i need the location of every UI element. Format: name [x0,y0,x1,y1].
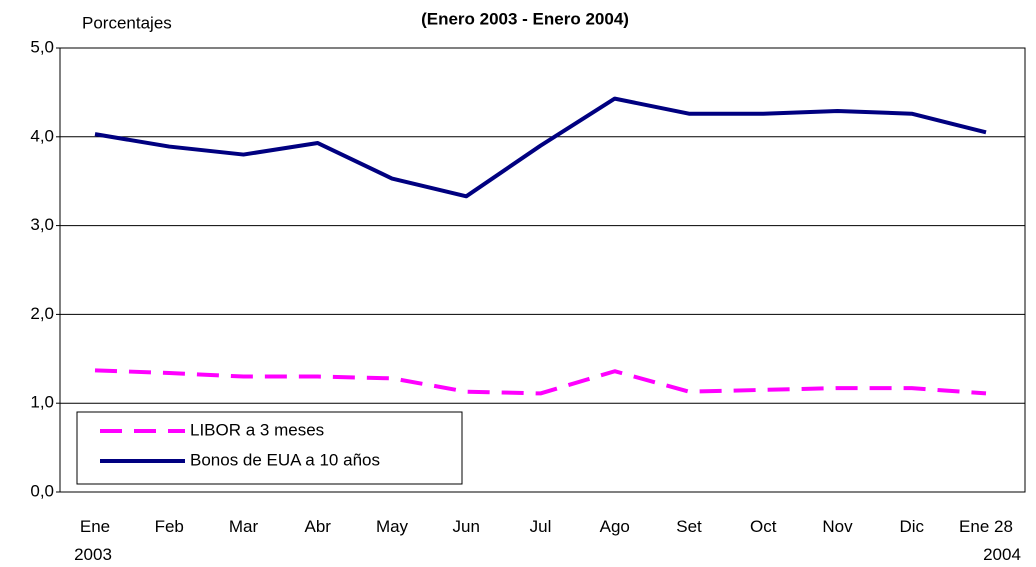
line-series [94,96,987,199]
x-tick-label: Ene 2003 [74,517,112,564]
line-series [94,368,987,396]
x-tick-label: May [376,517,409,536]
x-tick-label-line: Abr [305,517,332,536]
x-tick-label-line: Dic [899,517,924,536]
x-tick-label-line: Jul [530,517,552,536]
x-tick-label: Oct [750,517,777,536]
y-tick-label: 4,0 [30,126,54,145]
x-tick-label: Feb [155,517,184,536]
x-tick-label-line: Ene 28 [959,517,1013,536]
y-tick-label: 5,0 [30,37,54,56]
y-axis-label: Porcentajes [82,13,172,32]
x-tick-label-line: Ene [80,517,110,536]
y-tick-label: 1,0 [30,393,54,412]
x-tick-label: Dic [899,517,924,536]
y-tick-label: 3,0 [30,215,54,234]
x-tick-label-line: 2003 [74,545,112,564]
y-tick-label: 2,0 [30,304,54,323]
x-tick-label: Nov [822,517,853,536]
x-tick-label: Ago [600,517,630,536]
x-tick-label: Jul [530,517,552,536]
legend-label: Bonos de EUA a 10 años [190,450,380,469]
x-tick-label: Mar [229,517,259,536]
chart-title: (Enero 2003 - Enero 2004) [421,9,629,28]
x-tick-label-line: Ago [600,517,630,536]
x-tick-label: Jun [453,517,480,536]
x-tick-label-line: 2004 [983,545,1021,564]
x-tick-label-line: Oct [750,517,777,536]
x-tick-label-line: May [376,517,409,536]
legend-label: LIBOR a 3 meses [190,420,324,439]
plot-area [59,47,1026,493]
x-tick-label-line: Jun [453,517,480,536]
x-tick-label: Ene 28 2004 [959,517,1021,564]
y-tick-label: 0,0 [30,481,54,500]
x-tick-label-line: Nov [822,517,853,536]
x-tick-label: Set [676,517,702,536]
legend-box [76,411,463,485]
x-tick-label-line: Set [676,517,702,536]
x-tick-label-line: Mar [229,517,259,536]
x-tick-label-line: Feb [155,517,184,536]
legend: LIBOR a 3 meses Bonos de EUA a 10 años [76,411,463,485]
x-tick-label: Abr [305,517,332,536]
